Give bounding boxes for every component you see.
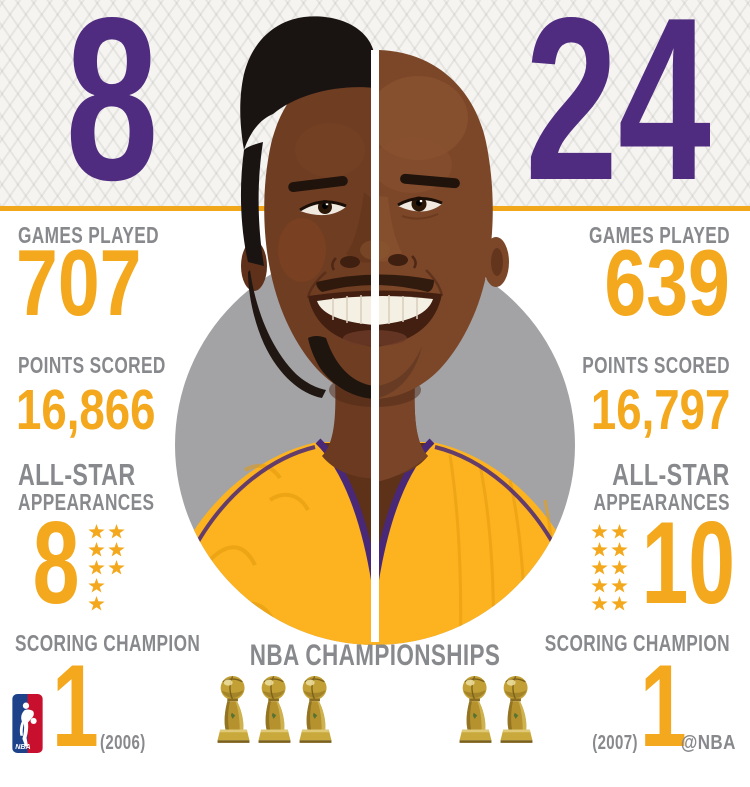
- allstar-star-icon: [88, 560, 105, 575]
- right-points-scored-value: 16,797: [590, 378, 730, 442]
- credit-handle: @NBA: [680, 732, 736, 754]
- nba-logo-player-body: [19, 709, 34, 747]
- allstar-star-icon: [591, 596, 608, 611]
- right-eye: [397, 196, 443, 220]
- nba-logo-ball: [30, 717, 37, 725]
- championship-trophy-icon: [214, 671, 253, 758]
- left-allstar-label: ALL-STAR: [18, 457, 136, 492]
- left-points-scored-label: POINTS SCORED: [18, 352, 166, 378]
- allstar-star-icon: [88, 542, 105, 557]
- left-games-played-label: GAMES PLAYED: [18, 222, 159, 248]
- left-scoring-champion-year: (2006): [100, 732, 146, 754]
- jersey-number-8: 8: [65, 0, 159, 229]
- right-allstar-label-2: APPEARANCES: [593, 489, 730, 515]
- left-eyebrow: [288, 175, 348, 193]
- nba-logo: NBA: [12, 694, 43, 753]
- championship-trophy-icon: [296, 671, 335, 758]
- allstar-star-icon: [108, 560, 125, 575]
- allstar-star-icon: [611, 542, 628, 557]
- left-eye: [299, 200, 347, 216]
- championship-trophy-icon: [456, 671, 495, 758]
- right-scoring-champion-year: (2007): [592, 732, 638, 754]
- left-allstar-label-2: APPEARANCES: [18, 489, 155, 515]
- afro-hair: [240, 16, 375, 266]
- kobe-split-portrait: [175, 16, 575, 645]
- allstar-star-icon: [88, 596, 105, 611]
- left-allstar-value: 8: [32, 497, 80, 628]
- allstar-star-icon: [611, 524, 628, 539]
- left-scoring-champion-value: 1: [51, 640, 99, 771]
- face: [240, 16, 509, 399]
- right-allstar-stars: [591, 524, 628, 612]
- left-games-played-value: 707: [16, 230, 142, 335]
- championship-trophy-icon: [497, 671, 536, 758]
- right-eyebrow: [400, 173, 460, 189]
- allstar-star-icon: [591, 578, 608, 593]
- allstar-star-icon: [611, 560, 628, 575]
- allstar-star-icon: [591, 542, 608, 557]
- jersey-number-24: 24: [525, 0, 711, 229]
- right-championship-trophies: [456, 671, 536, 758]
- allstar-star-icon: [108, 542, 125, 557]
- right-scoring-champion-label: SCORING CHAMPION: [544, 630, 730, 656]
- right-scoring-champion-value: 1: [639, 640, 687, 771]
- nba-logo-text: NBA: [15, 743, 30, 751]
- allstar-star-icon: [591, 560, 608, 575]
- allstar-star-icon: [611, 596, 628, 611]
- sideburn-beard: [248, 270, 326, 398]
- allstar-star-icon: [88, 524, 105, 539]
- championship-trophy-icon: [255, 671, 294, 758]
- left-points-scored-value: 16,866: [16, 378, 156, 442]
- nba-logo-player-head: [22, 702, 30, 709]
- left-championship-trophies: [214, 671, 335, 758]
- nba-championships-label: NBA CHAMPIONSHIPS: [249, 639, 501, 672]
- right-points-scored-label: POINTS SCORED: [582, 352, 730, 378]
- allstar-star-icon: [88, 578, 105, 593]
- right-games-played-value: 639: [604, 230, 730, 335]
- face-split-line: [371, 50, 379, 642]
- goatee: [308, 336, 375, 399]
- allstar-star-icon: [611, 578, 628, 593]
- left-allstar-stars: [88, 524, 125, 612]
- right-allstar-value: 10: [641, 497, 736, 628]
- allstar-star-icon: [591, 524, 608, 539]
- allstar-star-icon: [108, 524, 125, 539]
- right-allstar-label: ALL-STAR: [612, 457, 730, 492]
- right-games-played-label: GAMES PLAYED: [589, 222, 730, 248]
- left-scoring-champion-label: SCORING CHAMPION: [15, 630, 201, 656]
